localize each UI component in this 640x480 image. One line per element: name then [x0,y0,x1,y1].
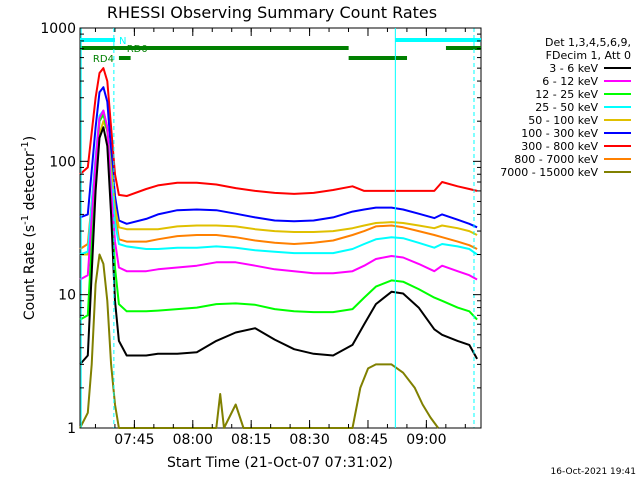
x-tick-label: 08:45 [348,432,388,448]
series-line [79,113,478,321]
axis-ticks: 1 10 100 1000 07:45 08:00 08:15 08:30 08:45 09:00 [40,21,481,448]
x-tick-label: 08:00 [173,432,213,448]
series-line [79,109,478,281]
night-segment-label: RD0 [127,44,148,55]
y-axis-label: Count Rate (s-1 detector-1) [20,136,38,320]
series-line [79,126,478,366]
x-axis-label: Start Time (21-Oct-07 07:31:02) [167,455,393,471]
legend-header: Det 1,3,4,5,6,9, [545,36,631,49]
y-tick-label: 1 [67,421,76,437]
x-tick-label: 08:30 [289,432,329,448]
legend-entry-label: 3 - 6 keV [549,62,598,75]
series-line [80,120,478,256]
time-markers [80,28,475,428]
timestamp: 16-Oct-2021 19:41 [551,467,636,477]
x-tick-label: 09:00 [406,432,446,448]
legend-entry-label: 100 - 300 keV [521,127,598,140]
chart-title: RHESSI Observing Summary Count Rates [107,3,437,22]
series-line [79,86,478,229]
night-segment-label: RD4 [93,54,114,65]
legend-header: FDecim 1, Att 0 [546,49,631,62]
legend-entry-label: 6 - 12 keV [542,75,598,88]
legend-entry-label: 800 - 7000 keV [514,153,598,166]
y-tick-label: 100 [49,154,76,170]
legend-entry-label: 7000 - 15000 keV [500,166,598,179]
series-lines [79,67,478,429]
legend-entry-label: 300 - 800 keV [521,140,598,153]
series-line [79,67,478,197]
y-tick-label: 10 [58,288,76,304]
plot-frame [79,27,482,429]
series-line [79,253,440,429]
legend: Det 1,3,4,5,6,9,FDecim 1, Att 03 - 6 keV… [500,36,631,179]
series-line [79,109,478,256]
x-tick-label: 07:45 [114,432,154,448]
legend-entry-label: 50 - 100 keV [528,114,598,127]
saa-segment-label: N [119,36,126,47]
x-tick-label: 08:15 [231,432,271,448]
y-tick-label: 1000 [40,21,76,37]
legend-entry-label: 25 - 50 keV [535,101,598,114]
legend-entry-label: 12 - 25 keV [535,88,598,101]
